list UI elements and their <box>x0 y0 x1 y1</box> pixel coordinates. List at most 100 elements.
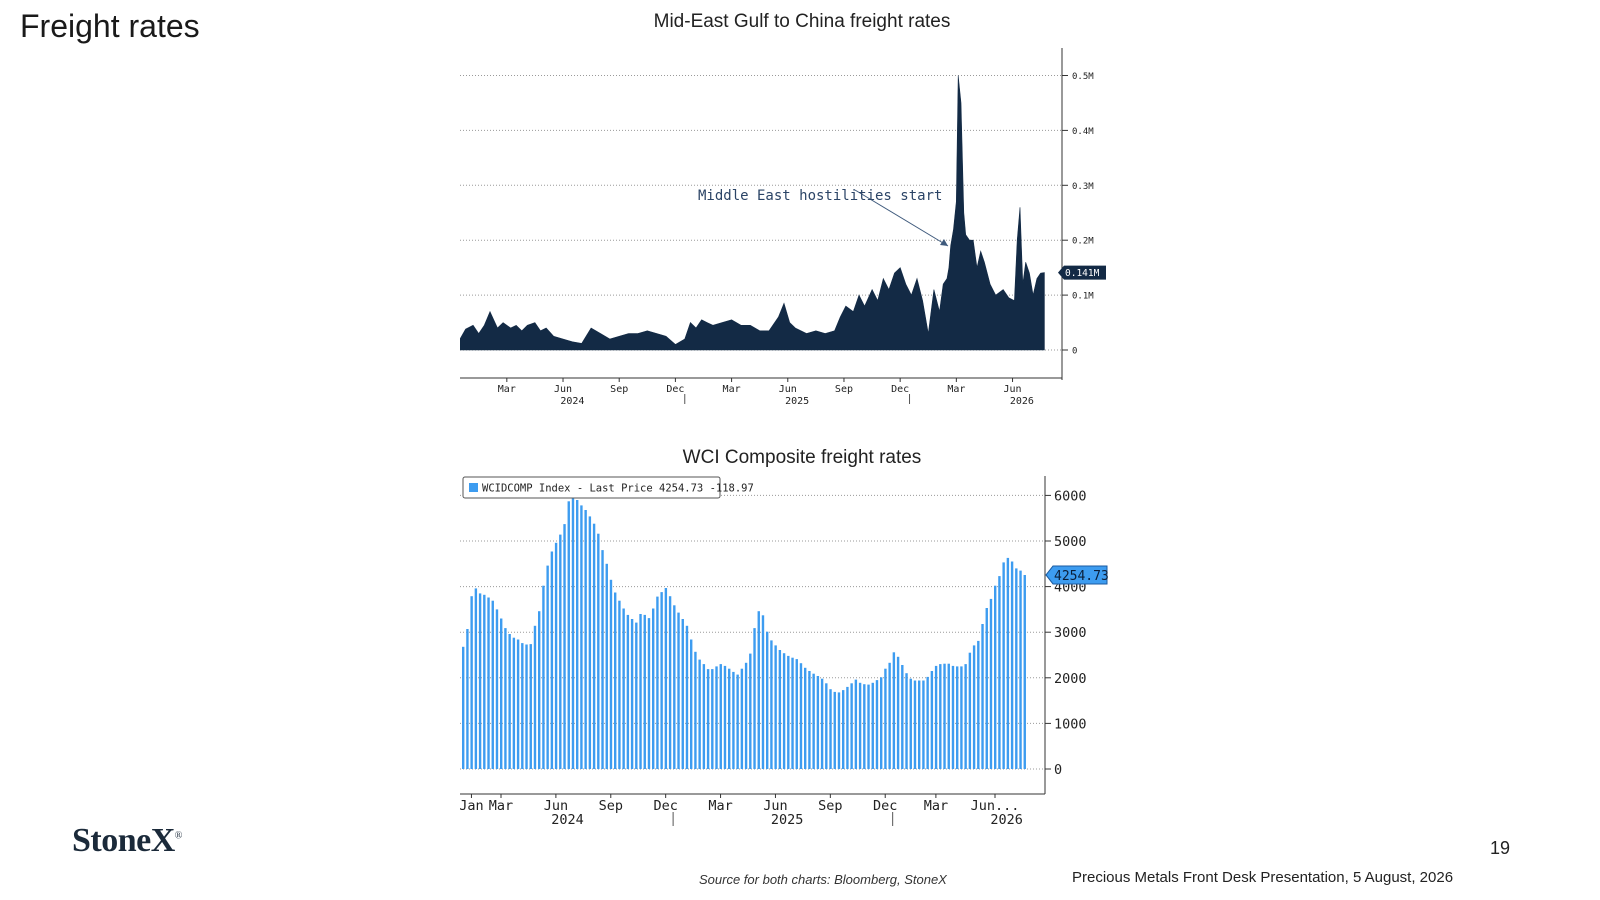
wci-bar <box>930 671 934 769</box>
wci-bar <box>757 611 760 769</box>
x-tick-label: Mar <box>498 384 516 395</box>
annotation-arrow <box>854 189 949 247</box>
wci-bar <box>989 598 993 769</box>
wci-bar <box>964 664 967 769</box>
wci-bar <box>1010 561 1014 769</box>
wci-bar <box>956 666 959 769</box>
x-tick-label: Dec <box>891 384 909 395</box>
y-tick-label: 2000 <box>1054 671 1087 687</box>
wci-bar <box>559 534 562 769</box>
wci-bar <box>643 614 646 769</box>
wci-bar <box>576 500 579 769</box>
wci-bar <box>981 624 984 769</box>
wci-bar <box>867 684 870 769</box>
footer-caption: Precious Metals Front Desk Presentation,… <box>1072 869 1454 886</box>
wci-bar <box>487 597 490 769</box>
wci-bar <box>1023 575 1026 769</box>
wci-bar <box>542 585 545 769</box>
x-tick-label: Mar <box>723 384 741 395</box>
wci-bar <box>766 631 769 769</box>
wci-bar <box>715 666 718 769</box>
wci-bar <box>985 608 988 769</box>
last-value-label: 0.141M <box>1065 268 1100 279</box>
wci-bar <box>968 652 972 769</box>
wci-bar <box>947 663 950 769</box>
wci-bar <box>702 664 706 769</box>
annotation-arrowhead <box>940 239 948 246</box>
wci-bar <box>609 579 613 769</box>
wci-bar <box>685 625 689 769</box>
logo-wordmark: StoneX <box>72 822 175 859</box>
wci-bar <box>740 668 744 769</box>
wci-bar <box>491 600 494 769</box>
x-year-label: 2026 <box>1010 396 1034 407</box>
y-tick-label: 3000 <box>1054 625 1087 641</box>
wci-bar <box>998 576 1001 769</box>
wci-bar <box>614 592 617 769</box>
logo-registered-mark: ® <box>174 830 183 842</box>
wci-bar <box>728 668 731 769</box>
wci-bar <box>905 673 908 769</box>
wci-bar <box>664 588 668 769</box>
wci-bar <box>698 659 701 769</box>
wci-bar <box>470 596 473 769</box>
wci-bar <box>512 637 516 769</box>
wci-bar <box>943 663 946 769</box>
wci-bar <box>571 495 575 769</box>
x-tick-label: Mar <box>947 384 965 395</box>
wci-bar <box>711 669 714 769</box>
wci-bar <box>647 618 651 769</box>
wci-bar <box>820 678 824 769</box>
wci-bar <box>795 659 798 769</box>
wci-bar <box>508 634 511 769</box>
wci-bar <box>694 651 697 769</box>
wci-bar <box>1002 562 1005 769</box>
wci-bar <box>706 669 710 769</box>
wci-bar <box>635 622 638 769</box>
wci-bar <box>960 666 963 769</box>
wci-bar <box>474 588 478 769</box>
y-tick-label: 0.5M <box>1072 72 1094 82</box>
wci-bar <box>804 667 807 769</box>
wci-bar <box>770 640 773 769</box>
wci-bar <box>521 643 524 769</box>
wci-bar <box>588 516 592 769</box>
page-number: 19 <box>1490 838 1511 858</box>
wci-bar <box>951 665 955 769</box>
wci-bar <box>884 668 887 769</box>
wci-bar <box>483 594 486 769</box>
page-title: Freight rates <box>20 8 200 44</box>
wci-bar <box>601 550 604 769</box>
wci-bar <box>723 665 727 769</box>
wci-bar <box>1019 570 1022 769</box>
x-tick-label: Jun <box>544 798 568 814</box>
y-tick-label: 0 <box>1054 762 1062 778</box>
wci-bar <box>466 629 469 769</box>
wci-bar <box>812 673 815 769</box>
wci-bar <box>462 646 465 769</box>
wci-bar <box>597 533 600 769</box>
wci-bar <box>504 628 507 769</box>
x-tick-label: Dec <box>873 798 897 814</box>
wci-bar <box>842 690 845 769</box>
wci-bar <box>673 605 676 769</box>
x-tick-label: Dec <box>653 798 677 814</box>
freight-rate-area <box>460 75 1045 351</box>
wci-bar <box>1015 568 1018 769</box>
wci-bar <box>719 664 722 769</box>
wci-bar <box>799 663 803 769</box>
legend-swatch <box>469 483 478 492</box>
x-tick-label: Mar <box>708 798 732 814</box>
wci-bar <box>888 662 891 769</box>
wci-bar <box>533 625 537 769</box>
wci-bar <box>563 524 566 769</box>
x-tick-label: Jun <box>779 384 797 395</box>
wci-bar <box>871 682 874 769</box>
x-tick-label: Jun <box>1004 384 1022 395</box>
y-tick-label: 0.4M <box>1072 127 1094 137</box>
wci-bar <box>500 618 503 769</box>
x-tick-label: Sep <box>818 798 842 814</box>
x-tick-label: Dec <box>666 384 684 395</box>
wci-bar <box>909 678 912 769</box>
